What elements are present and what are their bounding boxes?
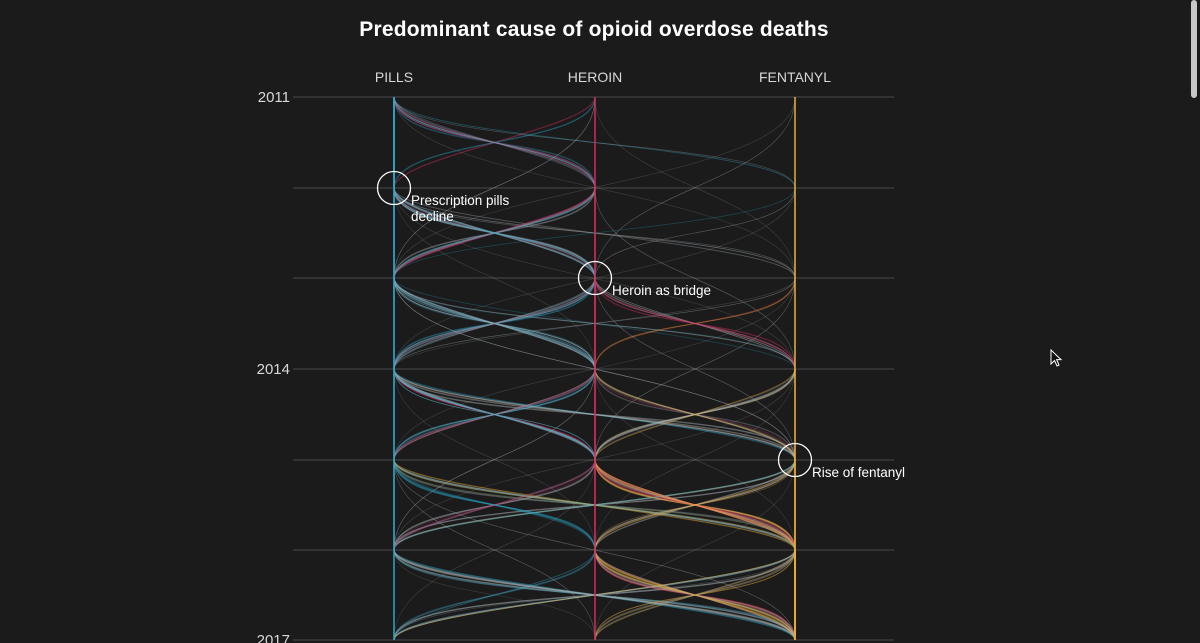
flow-line-269 bbox=[393, 368, 596, 551]
flow-line-271 bbox=[393, 368, 596, 551]
flow-line-421 bbox=[393, 549, 596, 641]
flow-line-199 bbox=[594, 368, 796, 461]
annotation-circle-0 bbox=[376, 170, 412, 206]
flow-line-325 bbox=[393, 459, 596, 551]
flow-line-319 bbox=[393, 459, 596, 551]
flow-line-258 bbox=[594, 368, 796, 461]
flow-line-262 bbox=[594, 368, 796, 551]
flow-line-338 bbox=[594, 459, 796, 551]
flow-line-337 bbox=[393, 459, 596, 551]
flow-line-381 bbox=[393, 549, 596, 641]
flow-line-392 bbox=[393, 549, 596, 641]
flow-line-204 bbox=[594, 368, 796, 461]
flow-line-53 bbox=[594, 96, 796, 279]
flow-line-283 bbox=[393, 459, 596, 551]
flow-line-254 bbox=[594, 368, 796, 461]
flow-line-268 bbox=[393, 368, 596, 551]
chart-title: Predominant cause of opioid overdose dea… bbox=[359, 18, 829, 41]
flow-line-445 bbox=[594, 549, 796, 641]
flow-line-334 bbox=[393, 459, 596, 551]
scrollbar-track[interactable] bbox=[1188, 0, 1200, 643]
flow-line-115 bbox=[594, 187, 796, 370]
annotation-text-0-0: Prescription pills bbox=[411, 193, 510, 208]
mouse-cursor-icon bbox=[1050, 349, 1063, 367]
flow-line-118 bbox=[393, 187, 596, 370]
flow-line-316 bbox=[393, 459, 596, 551]
flow-line-359 bbox=[393, 459, 596, 641]
column-label-fentanyl: FENTANYL bbox=[759, 69, 831, 85]
flow-line-322 bbox=[594, 459, 796, 551]
flow-line-180 bbox=[594, 277, 796, 370]
year-label-2017: 2017 bbox=[257, 632, 290, 643]
flow-line-187 bbox=[594, 277, 796, 461]
flow-line-55 bbox=[393, 96, 596, 279]
flow-line-51 bbox=[393, 96, 596, 279]
flow-line-264 bbox=[393, 368, 596, 551]
flow-line-190 bbox=[594, 277, 796, 461]
flow-line-69 bbox=[594, 187, 796, 279]
flow-line-326 bbox=[393, 459, 596, 551]
flow-line-109 bbox=[393, 187, 596, 279]
year-label-2011: 2011 bbox=[258, 89, 290, 106]
annotation-circle-2 bbox=[777, 442, 813, 478]
flow-line-181 bbox=[393, 277, 596, 370]
flow-line-352 bbox=[594, 459, 796, 641]
flow-line-200 bbox=[594, 368, 796, 461]
year-label-2014: 2014 bbox=[257, 361, 290, 378]
flow-line-208 bbox=[594, 368, 796, 461]
flow-line-441 bbox=[594, 549, 796, 641]
flow-line-329 bbox=[594, 459, 796, 551]
flow-line-45 bbox=[393, 96, 596, 189]
flow-line-184 bbox=[594, 277, 796, 461]
flow-line-47 bbox=[393, 96, 596, 279]
flow-line-175 bbox=[393, 277, 596, 370]
flow-line-354 bbox=[393, 459, 596, 641]
flow-line-379 bbox=[393, 549, 596, 641]
flow-line-113 bbox=[594, 187, 796, 370]
annotation-text-0-1: decline bbox=[411, 209, 454, 224]
flow-line-301 bbox=[393, 459, 596, 551]
flow-line-344 bbox=[594, 459, 796, 551]
flow-line-213 bbox=[594, 368, 796, 461]
flow-line-108 bbox=[393, 187, 596, 279]
flow-line-169 bbox=[594, 277, 796, 370]
column-label-heroin: HEROIN bbox=[568, 69, 622, 85]
flow-line-172 bbox=[393, 277, 596, 370]
scrollbar-thumb[interactable] bbox=[1191, 0, 1197, 98]
flow-line-177 bbox=[393, 277, 596, 370]
flow-line-257 bbox=[393, 368, 596, 461]
flow-line-206 bbox=[594, 368, 796, 461]
annotation-circle-1 bbox=[577, 260, 613, 296]
flow-line-310 bbox=[393, 459, 596, 551]
flow-line-336 bbox=[393, 459, 596, 551]
flow-line-43 bbox=[393, 96, 596, 189]
flow-line-266 bbox=[594, 368, 796, 551]
flow-line-259 bbox=[393, 368, 596, 461]
flow-line-261 bbox=[393, 368, 596, 461]
flow-line-48 bbox=[594, 96, 796, 279]
flow-line-278 bbox=[393, 459, 596, 551]
flow-line-350 bbox=[393, 459, 596, 641]
flow-line-339 bbox=[594, 459, 796, 551]
flow-line-49 bbox=[594, 96, 796, 279]
annotation-text-1-0: Heroin as bridge bbox=[612, 283, 711, 298]
annotation-text-2-0: Rise of fentanyl bbox=[812, 465, 905, 480]
flow-line-335 bbox=[393, 459, 596, 551]
flow-line-182 bbox=[594, 277, 796, 461]
column-label-pills: PILLS bbox=[375, 69, 413, 85]
flow-line-346 bbox=[594, 459, 796, 551]
flow-line-176 bbox=[393, 277, 596, 370]
